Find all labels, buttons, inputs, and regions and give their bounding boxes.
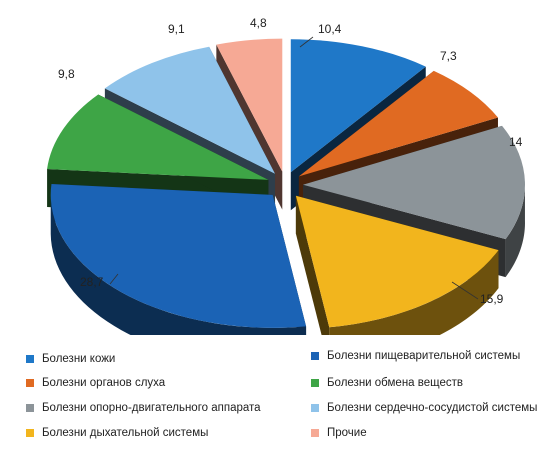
data-label-digestive: 28,7	[80, 275, 104, 289]
legend-item-cardiovascular: Болезни сердечно-сосудистой системы	[311, 402, 537, 414]
pie-slice-metabolism	[47, 94, 269, 180]
legend-swatch	[26, 429, 34, 437]
legend-label: Болезни опорно-двигательного аппарата	[42, 402, 261, 414]
pie-slice-digestive	[50, 184, 307, 328]
legend-item-hearing: Болезни органов слуха	[26, 377, 165, 389]
legend-label: Болезни органов слуха	[42, 377, 166, 389]
legend-swatch	[26, 404, 34, 412]
legend-label: Болезни дыхательной системы	[42, 427, 209, 439]
legend-swatch	[311, 379, 319, 387]
legend-item-respiratory: Болезни дыхательной системы	[26, 427, 208, 439]
pie-chart-svg: 10,4 7,3 14 15,9 28,7 9,8 9,1 4,8	[47, 16, 525, 335]
data-label-musculoskeletal: 14	[509, 135, 523, 149]
legend-label: Болезни пищеварительной системы	[327, 350, 521, 362]
data-labels: 10,4 7,3 14 15,9 28,7 9,8 9,1 4,8	[58, 16, 523, 306]
data-label-other: 4,8	[250, 16, 267, 30]
pie-slice-rim	[505, 182, 525, 278]
legend-swatch	[26, 355, 34, 363]
legend-item-metabolism: Болезни обмена веществ	[311, 377, 463, 389]
legend-label: Прочие	[327, 427, 367, 439]
pie-slice-tops	[47, 38, 525, 328]
legend-item-digestive: Болезни пищеварительной системы	[311, 350, 520, 362]
pie-slice-respiratory	[295, 195, 499, 328]
legend-item-skin: Болезни кожи	[26, 353, 115, 365]
data-label-leader	[109, 273, 119, 285]
legend-swatch	[26, 379, 34, 387]
legend-label: Болезни сердечно-сосудистой системы	[327, 402, 538, 414]
legend-label: Болезни кожи	[42, 353, 116, 365]
data-label-hearing: 7,3	[440, 49, 457, 63]
data-label-leader	[451, 281, 479, 300]
chart-legend: Болезни кожи Болезни органов слуха Болез…	[0, 340, 559, 450]
legend-label: Болезни обмена веществ	[327, 377, 463, 389]
legend-item-other: Прочие	[311, 427, 367, 439]
pie-slice-musculoskeletal	[302, 125, 525, 240]
legend-item-musculoskeletal: Болезни опорно-двигательного аппарата	[26, 402, 261, 414]
data-label-metabolism: 9,8	[58, 67, 75, 81]
legend-swatch	[311, 404, 319, 412]
data-label-respiratory: 15,9	[480, 292, 504, 306]
data-label-skin: 10,4	[318, 22, 342, 36]
data-label-cardiovascular: 9,1	[168, 22, 185, 36]
pie-slice-rim	[50, 195, 307, 335]
pie-slice-skin	[290, 39, 426, 173]
legend-swatch	[311, 352, 319, 360]
pie-slice-other	[216, 38, 283, 172]
data-label-leader	[299, 36, 314, 48]
pie-slice-hearing	[298, 70, 498, 177]
legend-swatch	[311, 429, 319, 437]
pie-slice-wall	[295, 195, 330, 335]
pie-slice-rim	[329, 250, 499, 335]
pie-slice-cardiovascular	[104, 46, 276, 174]
